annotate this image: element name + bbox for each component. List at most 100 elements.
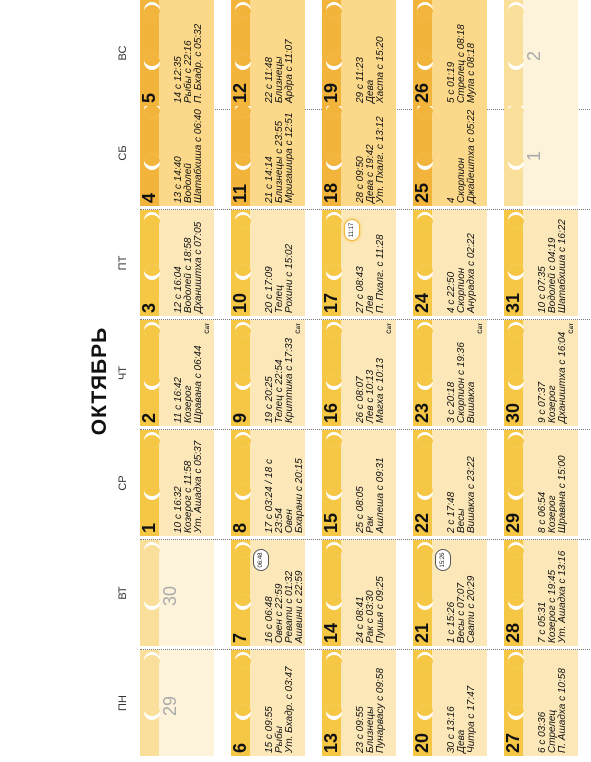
moon-phase-icon: [417, 704, 433, 720]
day-cell: 8 17 с 03:24 / 18 с 23:54 Овен Бхарани с 20:…: [231, 430, 305, 536]
day-details: 4 Скорпион Джайештха с 05:22: [446, 109, 477, 203]
moon-phase-icon: [508, 594, 524, 610]
day-number: 29: [504, 512, 523, 533]
day-detail-line: Пунарвасу с 09:58: [375, 668, 386, 753]
day-details: 9 с 07:37 Козерог Дхаништха с 16:04: [537, 332, 568, 423]
day-detail-line: Пушья с 09:25: [375, 576, 386, 643]
moon-phase-icon: [326, 2, 342, 18]
day-details: 3 с 20:18 Скорпион с 19:36 Вишакха: [446, 342, 477, 423]
moon-phase-icon: [508, 652, 524, 668]
day-cell: 2 11 с 16:42 Козерог Шравана с 06:44 Сат: [140, 320, 214, 426]
day-cell-other-month: 30: [140, 540, 214, 646]
other-month-day-number: 2: [524, 51, 544, 62]
day-number: 24: [413, 292, 432, 313]
day-details: 5 с 01:19 Стрелец с 08:18 Мула с 08:18: [446, 24, 477, 103]
day-detail-line: Хаста с 15:20: [375, 36, 386, 103]
moon-phase-icon: [508, 322, 524, 338]
day-detail-line: Ут. Пхалг. с 13:12: [375, 116, 386, 203]
day-detail-line: Бхарани с 20:15: [294, 458, 305, 533]
moon-phase-icon: [326, 594, 342, 610]
weekday-label: ПТ: [117, 255, 129, 271]
day-cell: 4 13 с 14:40 Водолей Шатабхиша с 06:40: [140, 100, 214, 206]
day-details: 27 с 08:43 Лев П. Пхалг. с 11:28: [355, 234, 386, 313]
other-month-day-number: 30: [160, 585, 180, 607]
day-number: 6: [231, 742, 250, 753]
day-details: 20 с 17:09 Телец Рохини с 15:02: [264, 243, 295, 313]
moon-phase-icon: [326, 652, 342, 668]
moon-event-badge: 15:26: [435, 549, 451, 571]
day-details: 15 с 09:55 Рыбы Ут. Бхадр. с 03:47: [264, 666, 295, 753]
day-details: 10 с 16:32 Козерог с 11:58 Ут. Ашадха с 05…: [173, 440, 204, 533]
moon-phase-icon: [235, 374, 251, 390]
moon-phase-icon: [144, 264, 160, 280]
day-number: 5: [140, 92, 159, 103]
day-details: 16 с 06:48 Овен с 22:59 Ревати с 01:32 Ашви…: [264, 570, 305, 643]
day-cell: 18 28 с 09:50 Дева с 19:42 Ут. Пхалг. с 13:…: [322, 100, 396, 206]
day-detail-line: Ашлеша с 09:31: [375, 457, 386, 533]
day-detail-line: Анурадха с 02:22: [466, 233, 477, 313]
day-detail-line: П. Ашадха с 10:58: [557, 668, 568, 753]
day-detail-line: Читра с 17:47: [466, 685, 477, 753]
day-details: 2 с 17:48 Весы Вишакха с 23:22: [446, 456, 477, 533]
day-number: 20: [413, 732, 432, 753]
day-cell: 17 11:17 27 с 08:43 Лев П. Пхалг. с 11:28: [322, 210, 396, 316]
moon-phase-icon: [144, 212, 160, 228]
moon-phase-icon: [235, 484, 251, 500]
day-extra-label: Сат: [478, 323, 484, 334]
day-cell: 29 8 с 06:54 Козерог Шравана с 15:00: [504, 430, 578, 536]
day-number: 26: [413, 82, 432, 103]
day-details: 24 с 08:41 Рак с 03:30 Пушья с 09:25: [355, 576, 386, 643]
moon-phase-icon: [508, 484, 524, 500]
day-cell: 31 10 с 07:35 Водолей с 04:19 Шатабхиша с 1…: [504, 210, 578, 316]
day-cell: 6 15 с 09:55 Рыбы Ут. Бхадр. с 03:47: [231, 650, 305, 756]
day-cell: 21 15:26 1 с 15:26 Весы с 07:07 Свати с 20:2…: [413, 540, 487, 646]
day-detail-line: Джайештха с 05:22: [466, 109, 477, 203]
day-details: 6 с 03:36 Стрелец П. Ашадха с 10:58: [537, 668, 568, 753]
day-number: 22: [413, 512, 432, 533]
moon-phase-icon: [508, 2, 524, 18]
day-cell: 22 2 с 17:48 Весы Вишакха с 23:22: [413, 430, 487, 536]
weekday-label: СР: [117, 475, 129, 491]
day-number: 16: [322, 402, 341, 423]
moon-phase-icon: [417, 264, 433, 280]
moon-phase-icon: [508, 264, 524, 280]
moon-phase-icon: [144, 484, 160, 500]
day-number: 25: [413, 182, 432, 203]
moon-phase-icon: [326, 322, 342, 338]
day-number: 13: [322, 732, 341, 753]
day-details: 17 с 03:24 / 18 с 23:54 Овен Бхарани с 20:1…: [264, 458, 305, 533]
moon-phase-icon: [235, 542, 251, 558]
day-details: 14 с 12:35 Рыбы с 22:16 П. Бхадр. с 05:32: [173, 23, 204, 103]
day-details: 1 с 15:26 Весы с 07:07 Свати с 20:29: [446, 576, 477, 643]
day-cell: 28 7 с 05:31 Козерог с 19:45 Ут. Ашадха с 1…: [504, 540, 578, 646]
month-title: ОКТЯБРЬ: [88, 326, 111, 436]
day-number: 14: [322, 622, 341, 643]
day-details: 4 с 22:50 Скорпион Анурадха с 02:22: [446, 233, 477, 313]
day-detail-line: Мригашира с 12:51: [284, 112, 295, 203]
moon-phase-icon: [144, 594, 160, 610]
day-details: 8 с 06:54 Козерог Шравана с 15:00: [537, 455, 568, 533]
moon-phase-icon: [235, 154, 251, 170]
day-detail-line: Ут. Ашадха с 05:37: [193, 440, 204, 533]
weekday-label: ВС: [117, 45, 129, 61]
day-detail-line: Ашвини с 22:59: [294, 570, 305, 643]
day-detail-line: П. Бхадр. с 05:32: [193, 23, 204, 103]
day-detail-line: Ут. Бхадр. с 03:47: [284, 666, 295, 753]
day-number: 9: [231, 412, 250, 423]
day-details: 22 с 11:48 Близнецы Ардра с 11:07: [264, 39, 295, 103]
day-detail-line: Вишакха: [466, 381, 477, 423]
moon-phase-icon: [144, 704, 160, 720]
moon-phase-icon: [326, 542, 342, 558]
day-cell: 24 4 с 22:50 Скорпион Анурадха с 02:22: [413, 210, 487, 316]
moon-phase-icon: [326, 154, 342, 170]
day-detail-line: Шатабхиша с 16:22: [557, 219, 568, 313]
day-cell: 27 6 с 03:36 Стрелец П. Ашадха с 10:58: [504, 650, 578, 756]
day-details: 26 с 08:07 Лев с 10:13 Магха с 10:13: [355, 358, 386, 423]
day-cell: 16 26 с 08:07 Лев с 10:13 Магха с 10:13 Сат: [322, 320, 396, 426]
day-number: 3: [140, 302, 159, 313]
moon-event-badge: 06:48: [253, 549, 269, 571]
day-number: 11: [231, 183, 250, 203]
day-details: 21 с 14:14 Близнецы с 23:55 Мригашира с 12…: [264, 112, 295, 203]
day-detail-line: Рохини с 15:02: [284, 243, 295, 313]
day-cell: 5 14 с 12:35 Рыбы с 22:16 П. Бхадр. с 05:32: [140, 0, 214, 106]
